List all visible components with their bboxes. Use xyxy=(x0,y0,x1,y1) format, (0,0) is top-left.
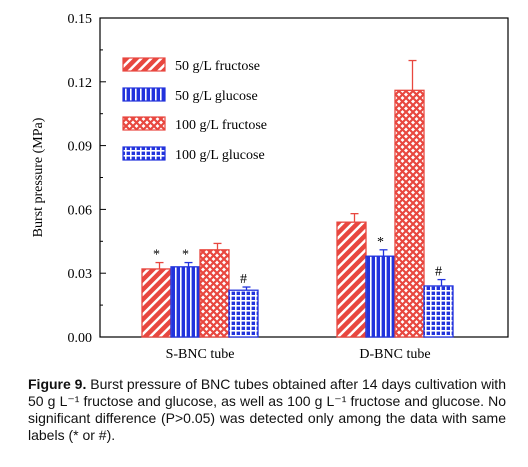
legend-label: 50 g/L fructose xyxy=(175,59,260,74)
legend-swatch xyxy=(122,87,166,102)
chart-area: 0.00 0.03 0.06 0.09 0.12 0.15 Burst pressure (… xyxy=(31,12,509,362)
y-tick-label: 0.15 xyxy=(68,12,93,27)
significance-label: # xyxy=(435,265,442,280)
bar xyxy=(199,249,230,338)
significance-label: * xyxy=(377,235,384,250)
bar xyxy=(336,221,367,338)
bar xyxy=(365,255,396,338)
legend-label: 100 g/L fructose xyxy=(175,118,267,133)
y-axis-label: Burst pressure (MPa) xyxy=(31,117,46,237)
legend-label: 50 g/L glucose xyxy=(175,89,258,104)
legend: 50 g/L fructose 50 g/L glucose 100 g/L fru… xyxy=(122,57,267,163)
significance-label: * xyxy=(182,248,189,263)
y-tick-label: 0.03 xyxy=(68,267,93,282)
significance-label: # xyxy=(240,272,247,287)
bar xyxy=(141,268,172,338)
legend-swatch xyxy=(122,146,166,161)
y-tick-label: 0.06 xyxy=(68,203,93,218)
legend-label: 100 g/L glucose xyxy=(175,148,265,163)
x-tick-label: D-BNC tube xyxy=(359,347,430,362)
caption-text: Burst pressure of BNC tubes obtained aft… xyxy=(28,376,506,443)
burst-pressure-chart: 0.00 0.03 0.06 0.09 0.12 0.15 Burst pressure (… xyxy=(31,12,509,362)
figure-caption: Figure 9. Burst pressure of BNC tubes ob… xyxy=(28,376,506,444)
y-tick-label: 0.12 xyxy=(68,76,93,91)
axes: 0.00 0.03 0.06 0.09 0.12 0.15 Burst pressure (… xyxy=(31,12,509,362)
bar xyxy=(228,289,259,338)
y-tick-label: 0.09 xyxy=(68,140,93,155)
bar xyxy=(170,266,201,338)
legend-swatch xyxy=(122,57,166,72)
x-tick-label: S-BNC tube xyxy=(166,347,235,362)
bar xyxy=(394,89,425,338)
caption-label: Figure 9. xyxy=(28,376,87,392)
legend-swatch xyxy=(122,116,166,131)
y-tick-label: 0.00 xyxy=(68,331,93,346)
significance-label: * xyxy=(153,248,160,263)
bar xyxy=(423,285,454,338)
bars: * * # * # xyxy=(141,59,454,338)
